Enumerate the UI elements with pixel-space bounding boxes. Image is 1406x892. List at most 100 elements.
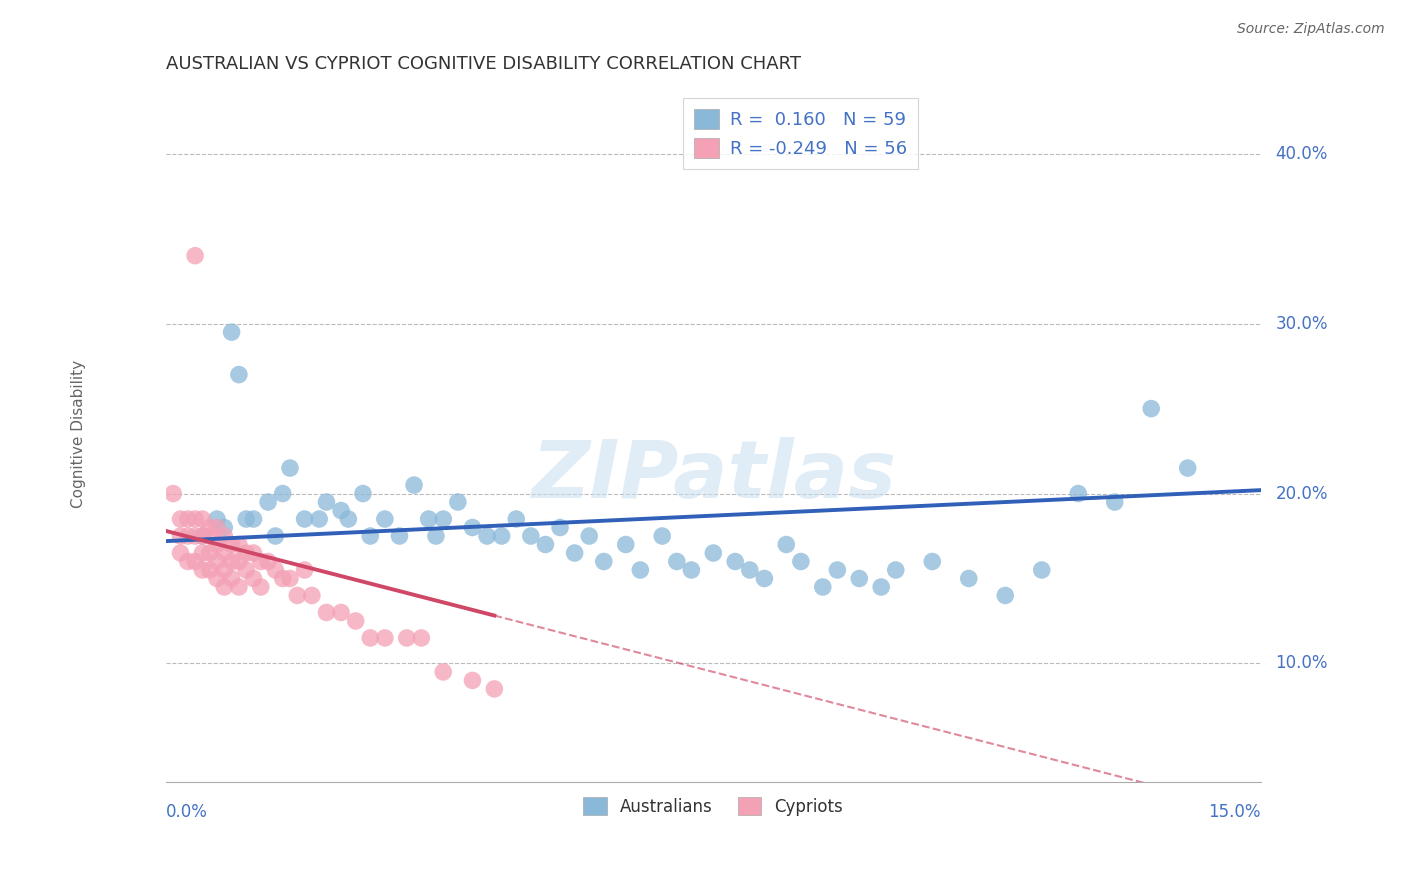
- Point: [205, 512, 228, 526]
- Point: [425, 529, 447, 543]
- Point: [301, 589, 323, 603]
- Point: [1140, 401, 1163, 416]
- Point: [315, 606, 337, 620]
- Point: [249, 580, 271, 594]
- Point: [811, 580, 834, 594]
- Point: [374, 631, 396, 645]
- Point: [461, 520, 484, 534]
- Point: [214, 520, 236, 534]
- Point: [548, 520, 571, 534]
- Point: [432, 665, 454, 679]
- Point: [214, 529, 236, 543]
- Point: [352, 486, 374, 500]
- Text: AUSTRALIAN VS CYPRIOT COGNITIVE DISABILITY CORRELATION CHART: AUSTRALIAN VS CYPRIOT COGNITIVE DISABILI…: [166, 55, 801, 73]
- Point: [278, 572, 301, 586]
- Point: [214, 546, 236, 560]
- Point: [228, 580, 250, 594]
- Point: [198, 529, 221, 543]
- Point: [702, 546, 724, 560]
- Point: [191, 529, 214, 543]
- Point: [169, 546, 191, 560]
- Point: [665, 554, 688, 568]
- Point: [198, 546, 221, 560]
- Point: [411, 631, 433, 645]
- Point: [1177, 461, 1199, 475]
- Point: [228, 554, 250, 568]
- Point: [432, 512, 454, 526]
- Point: [651, 529, 673, 543]
- Text: 15.0%: 15.0%: [1208, 803, 1261, 821]
- Point: [848, 572, 870, 586]
- Text: ZIPatlas: ZIPatlas: [531, 437, 896, 515]
- Point: [221, 572, 243, 586]
- Point: [957, 572, 980, 586]
- Point: [214, 563, 236, 577]
- Point: [249, 554, 271, 568]
- Point: [184, 529, 207, 543]
- Point: [257, 554, 280, 568]
- Point: [520, 529, 543, 543]
- Point: [169, 512, 191, 526]
- Point: [374, 512, 396, 526]
- Point: [198, 520, 221, 534]
- Text: 10.0%: 10.0%: [1275, 655, 1327, 673]
- Point: [754, 572, 776, 586]
- Point: [308, 512, 330, 526]
- Point: [285, 589, 308, 603]
- Point: [221, 537, 243, 551]
- Point: [315, 495, 337, 509]
- Point: [681, 563, 703, 577]
- Point: [191, 529, 214, 543]
- Point: [388, 529, 411, 543]
- Point: [278, 461, 301, 475]
- Point: [628, 563, 651, 577]
- Point: [461, 673, 484, 688]
- Point: [191, 546, 214, 560]
- Point: [184, 512, 207, 526]
- Point: [578, 529, 600, 543]
- Point: [177, 512, 200, 526]
- Point: [337, 512, 360, 526]
- Point: [564, 546, 586, 560]
- Point: [205, 554, 228, 568]
- Point: [359, 631, 381, 645]
- Point: [614, 537, 637, 551]
- Point: [271, 572, 294, 586]
- Legend: Australians, Cypriots: Australians, Cypriots: [575, 789, 852, 824]
- Point: [205, 537, 228, 551]
- Point: [359, 529, 381, 543]
- Text: Cognitive Disability: Cognitive Disability: [70, 360, 86, 508]
- Point: [177, 529, 200, 543]
- Point: [162, 486, 184, 500]
- Point: [724, 554, 747, 568]
- Point: [330, 503, 353, 517]
- Point: [242, 546, 264, 560]
- Point: [484, 681, 506, 696]
- Point: [205, 572, 228, 586]
- Point: [235, 563, 257, 577]
- Point: [994, 589, 1017, 603]
- Point: [169, 529, 191, 543]
- Point: [184, 554, 207, 568]
- Point: [1067, 486, 1090, 500]
- Text: 40.0%: 40.0%: [1275, 145, 1327, 162]
- Text: 30.0%: 30.0%: [1275, 315, 1327, 333]
- Point: [205, 520, 228, 534]
- Point: [264, 563, 287, 577]
- Point: [198, 563, 221, 577]
- Point: [264, 529, 287, 543]
- Point: [242, 572, 264, 586]
- Point: [221, 325, 243, 339]
- Text: 20.0%: 20.0%: [1275, 484, 1327, 502]
- Point: [191, 563, 214, 577]
- Point: [257, 495, 280, 509]
- Point: [418, 512, 440, 526]
- Point: [184, 249, 207, 263]
- Point: [228, 368, 250, 382]
- Point: [221, 554, 243, 568]
- Text: 0.0%: 0.0%: [166, 803, 208, 821]
- Point: [534, 537, 557, 551]
- Point: [1031, 563, 1053, 577]
- Point: [271, 486, 294, 500]
- Point: [294, 563, 316, 577]
